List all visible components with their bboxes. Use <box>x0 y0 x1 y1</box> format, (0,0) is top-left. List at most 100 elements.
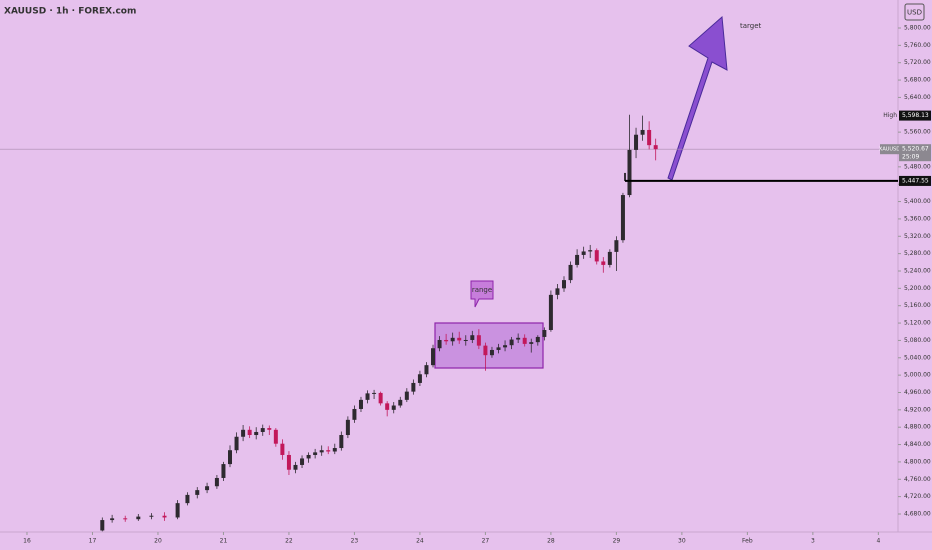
candle-body <box>234 436 239 451</box>
last-price-value: 5,520.67 <box>902 146 929 153</box>
candle-body <box>535 336 540 343</box>
currency-box[interactable] <box>904 3 925 21</box>
x-tick-label: 20 <box>154 538 162 545</box>
y-tick-label: 4,840.00 <box>904 441 931 448</box>
candle-body <box>267 428 272 430</box>
y-tick-label: 4,680.00 <box>904 510 931 517</box>
x-tick-label: Feb <box>742 538 753 545</box>
candle-body <box>483 345 488 356</box>
candle-body <box>391 405 396 410</box>
candle-body <box>601 261 606 265</box>
candle-body <box>149 515 154 517</box>
y-tick-label: 5,760.00 <box>904 42 931 49</box>
candle-body <box>594 250 599 262</box>
candle-body <box>300 458 305 465</box>
candle-body <box>640 129 645 135</box>
y-tick-label: 5,400.00 <box>904 198 931 205</box>
y-tick-label: 4,760.00 <box>904 476 931 483</box>
candle-body <box>175 503 180 518</box>
candle-body <box>653 145 658 150</box>
x-tick-label: 16 <box>23 538 31 545</box>
candle-body <box>365 393 370 400</box>
candle-body <box>548 294 553 331</box>
candle-body <box>417 374 422 383</box>
candle-body <box>280 443 285 455</box>
candle-body <box>293 464 298 470</box>
high-name-tag <box>886 110 899 121</box>
y-tick-label: 5,160.00 <box>904 302 931 309</box>
candle-body <box>332 448 337 452</box>
candle-body <box>221 464 226 478</box>
candle-body <box>241 429 246 437</box>
candle-body <box>378 392 383 404</box>
y-tick-label: 5,480.00 <box>904 163 931 170</box>
y-tick-label: 4,880.00 <box>904 424 931 431</box>
candle-body <box>516 337 521 340</box>
level-label: 5,447.55 <box>902 177 929 184</box>
candle-body <box>254 431 259 436</box>
candle-body <box>195 490 200 495</box>
candle-body <box>372 392 377 394</box>
currency: USD <box>907 9 922 17</box>
candle-body <box>476 335 481 346</box>
x-tick-label: 17 <box>89 538 97 545</box>
symbol-label: XAUUSD <box>879 147 900 153</box>
candle-body <box>503 345 508 348</box>
candle-body <box>385 403 390 410</box>
x-tick-label: 24 <box>416 538 424 545</box>
y-tick-label: 5,680.00 <box>904 77 931 84</box>
candle-body <box>522 337 527 344</box>
candle-body <box>588 250 593 252</box>
candle-body <box>620 195 625 241</box>
y-tick-label: 5,720.00 <box>904 59 931 66</box>
candle-body <box>424 365 429 375</box>
range-callout <box>470 280 494 308</box>
candle-body <box>286 454 291 470</box>
candle-body <box>247 429 252 436</box>
y-tick-label: 4,720.00 <box>904 493 931 500</box>
y-tick-label: 4,800.00 <box>904 458 931 465</box>
candle-body <box>614 240 619 252</box>
y-tick-label: 5,360.00 <box>904 215 931 222</box>
x-tick-label: 29 <box>613 538 621 545</box>
y-tick-label: 5,200.00 <box>904 285 931 292</box>
x-tick-label: 3 <box>811 538 815 545</box>
x-tick-label: 30 <box>678 538 686 545</box>
candle-body <box>437 339 442 349</box>
x-tick-label: 22 <box>285 538 293 545</box>
y-tick-label: 5,640.00 <box>904 94 931 101</box>
candle-body <box>562 280 567 289</box>
candle-body <box>228 450 233 465</box>
candle-body <box>627 149 632 196</box>
chart-title: XAUUSD · 1h · FOREX.com <box>4 7 136 17</box>
x-tick-label: 27 <box>482 538 490 545</box>
target-arrow <box>667 15 728 181</box>
range-label: range <box>472 286 492 294</box>
candle-body <box>273 429 278 444</box>
high-tag <box>899 110 931 121</box>
y-tick-label: 4,960.00 <box>904 389 931 396</box>
candle-body <box>313 452 318 455</box>
countdown: 25:09 <box>902 154 919 161</box>
y-tick-label: 5,080.00 <box>904 337 931 344</box>
candle-body <box>404 391 409 400</box>
last-price-tag <box>899 144 931 162</box>
high-value: 5,598.13 <box>902 112 929 119</box>
y-tick-label: 5,280.00 <box>904 250 931 257</box>
y-tick-label: 5,040.00 <box>904 354 931 361</box>
candle-body <box>185 494 190 504</box>
y-tick-label: 5,240.00 <box>904 267 931 274</box>
candle-body <box>634 134 639 150</box>
y-tick-label: 4,920.00 <box>904 406 931 413</box>
candle-body <box>496 347 501 350</box>
candle-body <box>450 337 455 342</box>
candle-body <box>162 515 167 518</box>
level-tag <box>899 175 931 186</box>
x-tick-label: 28 <box>547 538 555 545</box>
candle-body <box>110 518 115 521</box>
target-label: target <box>740 22 762 30</box>
x-tick-label: 4 <box>876 538 880 545</box>
candle-body <box>260 428 265 432</box>
range-box <box>434 322 544 369</box>
